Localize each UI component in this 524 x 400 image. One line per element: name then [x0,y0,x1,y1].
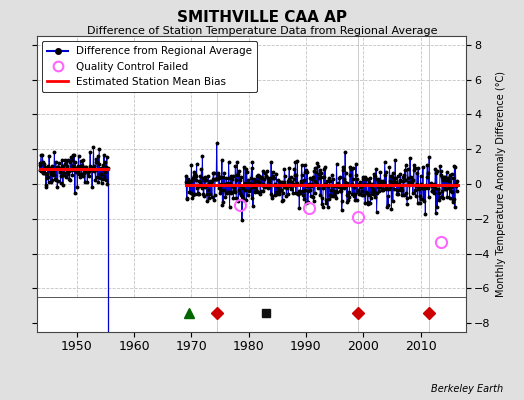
Text: Difference of Station Temperature Data from Regional Average: Difference of Station Temperature Data f… [87,26,437,36]
Text: SMITHVILLE CAA AP: SMITHVILLE CAA AP [177,10,347,25]
Bar [37,297,466,332]
Y-axis label: Monthly Temperature Anomaly Difference (°C): Monthly Temperature Anomaly Difference (… [496,71,506,297]
Legend: Difference from Regional Average, Quality Control Failed, Estimated Station Mean: Difference from Regional Average, Qualit… [42,41,257,92]
Text: Berkeley Earth: Berkeley Earth [431,384,503,394]
